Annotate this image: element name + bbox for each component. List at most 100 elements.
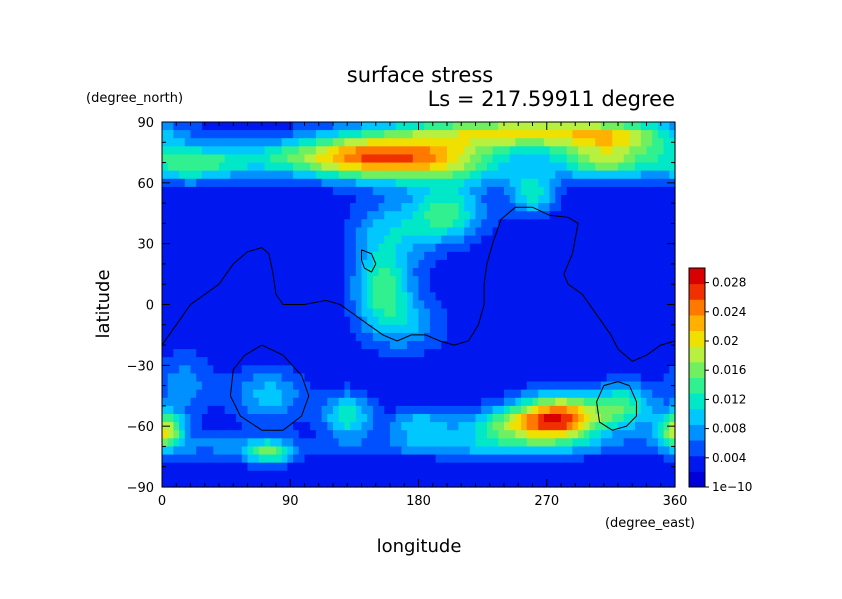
heatmap-cell [464, 162, 471, 172]
heatmap-cell [561, 414, 568, 423]
heatmap-cell [372, 365, 380, 375]
heatmap-cell [561, 316, 568, 326]
heatmap-cell [395, 422, 402, 431]
heatmap-cell [435, 349, 442, 358]
heatmap-cell [298, 170, 306, 180]
heatmap-cell [173, 381, 180, 391]
heatmap-cell [412, 259, 420, 269]
heatmap-cell [515, 357, 522, 366]
heatmap-cell [338, 186, 345, 196]
heatmap-cell [618, 195, 625, 204]
heatmap-cell [247, 219, 254, 229]
heatmap-cell [606, 470, 613, 480]
heatmap-cell [173, 430, 180, 439]
heatmap-cell [355, 397, 363, 407]
heatmap-cell [219, 389, 226, 399]
heatmap-cell [663, 186, 670, 196]
heatmap-cell [298, 292, 306, 302]
heatmap-cell [276, 284, 283, 293]
heatmap-cell [657, 235, 665, 245]
heatmap-cell [606, 186, 613, 196]
heatmap-cell [407, 251, 414, 261]
heatmap-cell [435, 316, 442, 326]
heatmap-cell [549, 219, 556, 229]
heatmap-cell [549, 470, 556, 480]
heatmap-cell [384, 186, 391, 196]
heatmap-cell [618, 284, 625, 293]
heatmap-cell [600, 446, 608, 456]
heatmap-cell [640, 454, 648, 464]
heatmap-cell [555, 430, 562, 439]
heatmap-cell [367, 300, 374, 310]
heatmap-cell [367, 259, 374, 269]
heatmap-cell [543, 373, 551, 383]
heatmap-cell [498, 324, 505, 334]
heatmap-cell [287, 470, 294, 480]
heatmap-cell [464, 243, 471, 253]
heatmap-cell [321, 154, 328, 164]
heatmap-cell [492, 138, 499, 147]
heatmap-cell [224, 235, 231, 245]
heatmap-cell [549, 332, 556, 342]
heatmap-cell [532, 462, 539, 472]
heatmap-cell [481, 154, 488, 164]
heatmap-cell [367, 292, 374, 302]
heatmap-cell [521, 130, 528, 139]
heatmap-cell [555, 186, 562, 196]
heatmap-cell [298, 381, 306, 391]
heatmap-cell [304, 414, 311, 423]
heatmap-cell [372, 178, 380, 188]
heatmap-cell [452, 349, 459, 358]
heatmap-cell [333, 292, 340, 302]
heatmap-cell [595, 422, 602, 431]
heatmap-cell [589, 251, 596, 261]
heatmap-cell [464, 235, 471, 245]
heatmap-cell [652, 178, 659, 188]
heatmap-cell [635, 259, 642, 269]
heatmap-cell [578, 170, 585, 180]
heatmap-cell [572, 243, 579, 253]
heatmap-cell [372, 195, 380, 204]
heatmap-cell [201, 170, 209, 180]
heatmap-cell [247, 227, 254, 237]
heatmap-cell [270, 300, 277, 310]
heatmap-cell [315, 470, 323, 480]
heatmap-cell [452, 381, 459, 391]
heatmap-cell [657, 211, 665, 220]
heatmap-cell [657, 138, 665, 147]
heatmap-cell [441, 454, 448, 464]
heatmap-cell [623, 251, 630, 261]
heatmap-cell [190, 470, 197, 480]
heatmap-cell [327, 357, 334, 366]
heatmap-cell [253, 227, 260, 237]
heatmap-cell [327, 195, 334, 204]
heatmap-cell [372, 300, 380, 310]
heatmap-cell [407, 211, 414, 220]
heatmap-cell [293, 478, 300, 488]
heatmap-cell [532, 235, 539, 245]
heatmap-cell [201, 470, 209, 480]
heatmap-cell [378, 365, 385, 375]
heatmap-cell [458, 178, 465, 188]
heatmap-cell [276, 454, 283, 464]
heatmap-cell [184, 235, 192, 245]
heatmap-cell [333, 170, 340, 180]
heatmap-cell [429, 251, 437, 261]
heatmap-cell [458, 203, 465, 212]
heatmap-cell [538, 195, 545, 204]
heatmap-cell [219, 357, 226, 366]
heatmap-cell [618, 154, 625, 164]
heatmap-cell [258, 446, 266, 456]
heatmap-cell [486, 462, 494, 472]
heatmap-cell [595, 381, 602, 391]
heatmap-cell [310, 308, 317, 318]
heatmap-cell [201, 438, 209, 448]
heatmap-cell [606, 357, 613, 366]
heatmap-cell [281, 332, 288, 342]
heatmap-cell [350, 292, 357, 302]
heatmap-cell [310, 430, 317, 439]
heatmap-cell [458, 324, 465, 334]
heatmap-cell [315, 438, 323, 448]
heatmap-cell [532, 162, 539, 172]
heatmap-cell [321, 251, 328, 261]
